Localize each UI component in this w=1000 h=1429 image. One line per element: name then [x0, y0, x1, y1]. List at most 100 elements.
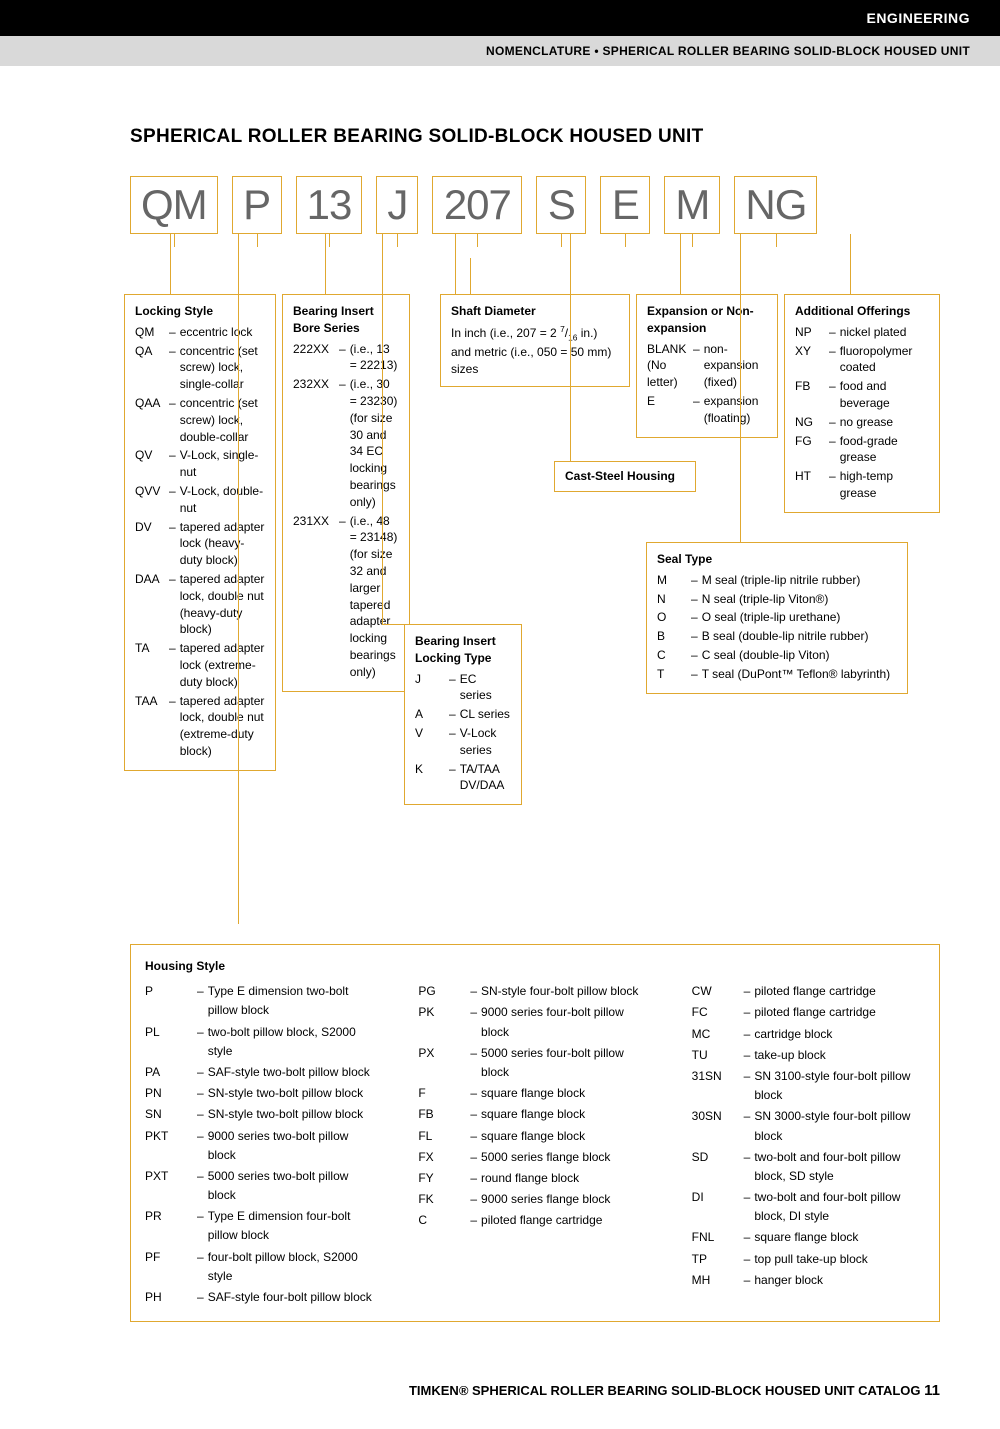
code-label: QM — [135, 324, 169, 341]
code-desc: tapered adapter lock (extreme-duty block… — [180, 640, 265, 690]
code-desc: C seal (double-lip Viton) — [702, 647, 830, 664]
additional-title: Additional Offerings — [795, 303, 929, 320]
code-label: O — [657, 609, 691, 626]
code-label: FG — [795, 433, 829, 467]
dash: – — [691, 666, 698, 683]
housing-desc: SN-style two-bolt pillow block — [208, 1084, 363, 1103]
housing-col-3: CW–piloted flange cartridgeFC–piloted fl… — [692, 982, 925, 1309]
housing-row: 31SN–SN 3100-style four-bolt pillow bloc… — [692, 1067, 925, 1105]
code-desc: tapered adapter lock (heavy-duty block) — [180, 519, 265, 569]
dash: – — [169, 343, 176, 393]
definition-row: C–C seal (double-lip Viton) — [657, 647, 897, 664]
housing-desc: piloted flange cartridge — [754, 1003, 875, 1022]
page-footer: TIMKEN® SPHERICAL ROLLER BEARING SOLID-B… — [0, 1352, 1000, 1429]
housing-row: FNL–square flange block — [692, 1228, 925, 1247]
housing-row: CW–piloted flange cartridge — [692, 982, 925, 1001]
dash: – — [449, 706, 456, 723]
definition-row: FB–food and beverage — [795, 378, 929, 412]
housing-row: P–Type E dimension two-bolt pillow block — [145, 982, 378, 1020]
housing-style-box: Housing Style P–Type E dimension two-bol… — [130, 944, 940, 1322]
shaft-diameter-box: Shaft Diameter In inch (i.e., 207 = 2 7/… — [440, 294, 630, 387]
housing-code: MH — [692, 1271, 744, 1290]
dash: – — [691, 591, 698, 608]
housing-code: PL — [145, 1023, 197, 1061]
definition-row: DV–tapered adapter lock (heavy-duty bloc… — [135, 519, 265, 569]
code-label: FB — [795, 378, 829, 412]
dash: – — [829, 433, 836, 467]
code-label: TA — [135, 640, 169, 690]
housing-row: PK–9000 series four-bolt pillow block — [418, 1003, 651, 1041]
definition-row: 232XX–(i.e., 30 = 23230) (for size 30 an… — [293, 376, 399, 510]
housing-desc: two-bolt and four-bolt pillow block, SD … — [754, 1148, 925, 1186]
housing-row: PN–SN-style two-bolt pillow block — [145, 1084, 378, 1103]
housing-code: SD — [692, 1148, 744, 1186]
dash: – — [169, 395, 176, 445]
code-13: 13 — [296, 176, 363, 234]
housing-row: FL–square flange block — [418, 1127, 651, 1146]
dash: – — [449, 761, 456, 795]
dash: – — [691, 647, 698, 664]
housing-code: FNL — [692, 1228, 744, 1247]
housing-row: PX–5000 series four-bolt pillow block — [418, 1044, 651, 1082]
code-desc: tapered adapter lock, double nut (heavy-… — [180, 571, 265, 638]
housing-row: FY–round flange block — [418, 1169, 651, 1188]
seal-type-box: Seal Type M–M seal (triple-lip nitrile r… — [646, 542, 908, 694]
code-label: 222XX — [293, 341, 339, 375]
code-desc: EC series — [460, 671, 511, 705]
additional-box: Additional Offerings NP–nickel platedXY–… — [784, 294, 940, 513]
housing-code: FC — [692, 1003, 744, 1022]
code-desc: O seal (triple-lip urethane) — [702, 609, 841, 626]
dash: – — [691, 609, 698, 626]
definition-row: QVV–V-Lock, double-nut — [135, 483, 265, 517]
nomenclature-code-row: QM P 13 J 207 S E M NG — [130, 176, 940, 234]
code-label: HT — [795, 468, 829, 502]
housing-desc: four-bolt pillow block, S2000 style — [208, 1248, 379, 1286]
code-m: M — [664, 176, 720, 234]
housing-desc: SN 3000-style four-bolt pillow block — [754, 1107, 925, 1145]
code-label: NG — [795, 414, 829, 431]
housing-desc: square flange block — [754, 1228, 858, 1247]
housing-code: CW — [692, 982, 744, 1001]
code-desc: high-temp grease — [840, 468, 929, 502]
code-desc: (i.e., 30 = 23230) (for size 30 and 34 E… — [350, 376, 399, 510]
code-desc: CL series — [460, 706, 510, 723]
housing-code: TU — [692, 1046, 744, 1065]
housing-row: PH–SAF-style four-bolt pillow block — [145, 1288, 378, 1307]
definition-row: FG–food-grade grease — [795, 433, 929, 467]
housing-desc: 9000 series two-bolt pillow block — [208, 1127, 379, 1165]
housing-code: PF — [145, 1248, 197, 1286]
code-label: J — [415, 671, 449, 705]
housing-desc: square flange block — [481, 1084, 585, 1103]
code-desc: M seal (triple-lip nitrile rubber) — [702, 572, 861, 589]
cast-steel-box: Cast-Steel Housing — [554, 461, 696, 492]
housing-desc: top pull take-up block — [754, 1250, 867, 1269]
housing-desc: SN-style two-bolt pillow block — [208, 1105, 363, 1124]
code-label: QV — [135, 447, 169, 481]
definition-row: QA–concentric (set screw) lock, single-c… — [135, 343, 265, 393]
dash: – — [169, 571, 176, 638]
definition-row: N–N seal (triple-lip Viton®) — [657, 591, 897, 608]
locking-type-box: Bearing Insert Locking Type J–EC seriesA… — [404, 624, 522, 805]
definition-row: T–T seal (DuPont™ Teflon® labyrinth) — [657, 666, 897, 683]
housing-desc: square flange block — [481, 1127, 585, 1146]
housing-code: FK — [418, 1190, 470, 1209]
page-title: SPHERICAL ROLLER BEARING SOLID-BLOCK HOU… — [130, 126, 940, 148]
definition-row: TAA–tapered adapter lock, double nut (ex… — [135, 693, 265, 760]
housing-row: F–square flange block — [418, 1084, 651, 1103]
code-label: M — [657, 572, 691, 589]
code-desc: tapered adapter lock, double nut (extrem… — [180, 693, 265, 760]
dash: – — [169, 447, 176, 481]
code-label: 231XX — [293, 513, 339, 681]
housing-desc: 9000 series four-bolt pillow block — [481, 1003, 652, 1041]
code-desc: (i.e., 48 = 23148) (for size 32 and larg… — [350, 513, 399, 681]
shaft-desc: In inch (i.e., 207 = 2 7/16 in.) and met… — [451, 324, 619, 378]
locking-title: Locking Style — [135, 303, 265, 320]
code-desc: eccentric lock — [180, 324, 253, 341]
cast-title: Cast-Steel Housing — [565, 468, 685, 485]
housing-code: FX — [418, 1148, 470, 1167]
dash: – — [449, 725, 456, 759]
dash: – — [339, 513, 346, 681]
bore-series-box: Bearing Insert Bore Series 222XX–(i.e., … — [282, 294, 410, 692]
definition-row: NP–nickel plated — [795, 324, 929, 341]
housing-row: PL–two-bolt pillow block, S2000 style — [145, 1023, 378, 1061]
